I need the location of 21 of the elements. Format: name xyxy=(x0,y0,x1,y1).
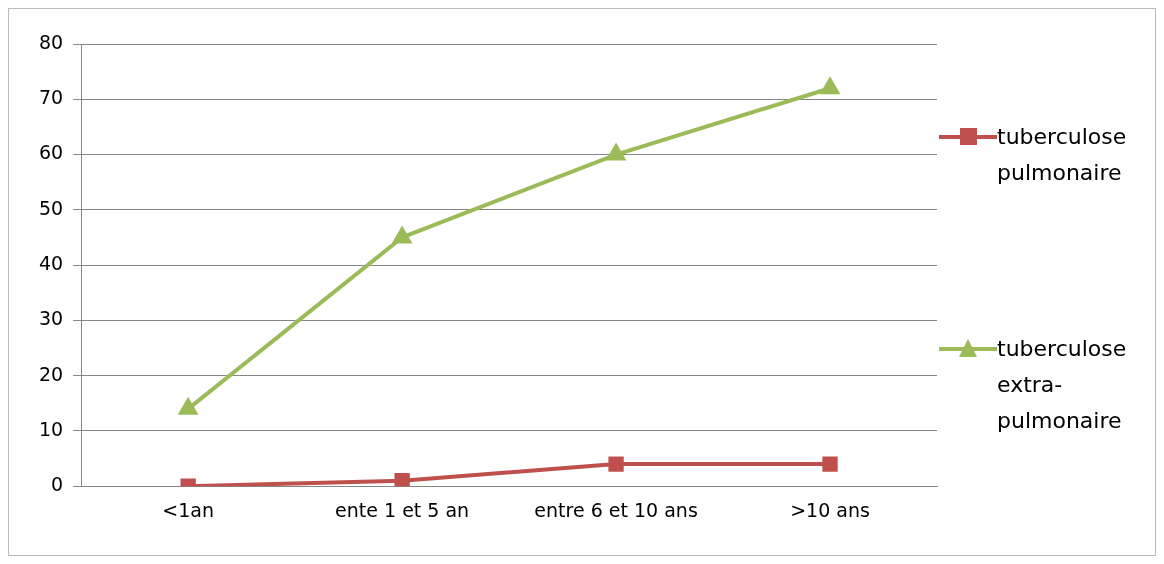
x-tick-label: >10 ans xyxy=(790,498,870,521)
x-tick-label: <1an xyxy=(162,498,215,521)
y-tick-label: 80 xyxy=(38,30,64,53)
y-tick-label: 50 xyxy=(38,196,64,219)
point xyxy=(822,456,838,472)
point xyxy=(394,473,410,487)
legend-label: tuberculose pulmonaire xyxy=(997,123,1128,187)
point xyxy=(821,78,839,95)
y-tick-label: 10 xyxy=(38,417,64,440)
legend-label: tuberculose extra-pulmonaire xyxy=(997,335,1128,435)
y-tick-label: 70 xyxy=(38,86,64,109)
y-tick-label: 30 xyxy=(38,307,64,330)
y-tick-label: 40 xyxy=(38,252,64,275)
y-tick-label: 20 xyxy=(38,362,64,385)
y-tick-label: 60 xyxy=(38,141,64,164)
y-tick-label: 0 xyxy=(51,473,64,496)
point xyxy=(393,227,412,244)
point xyxy=(608,456,624,472)
x-tick-label: entre 6 et 10 ans xyxy=(534,498,698,521)
point xyxy=(606,142,627,161)
x-tick-label: ente 1 et 5 an xyxy=(335,498,470,521)
